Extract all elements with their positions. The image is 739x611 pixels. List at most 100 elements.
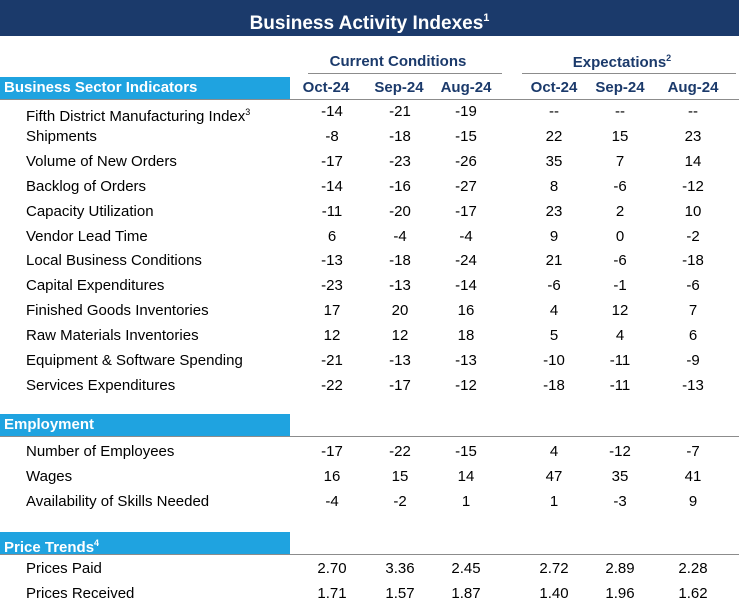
- row-label: Shipments: [26, 125, 97, 149]
- col-header: Aug-24: [440, 79, 492, 96]
- table-cell: 22: [545, 127, 563, 145]
- table-row: Capital Expenditures -23 -13 -14 -6 -1 -6: [0, 274, 739, 298]
- row-label: Number of Employees: [26, 440, 174, 464]
- table-row: Volume of New Orders -17 -23 -26 35 7 14: [0, 150, 739, 174]
- table-row: Services Expenditures -22 -17 -12 -18 -11 -13: [0, 374, 739, 398]
- row-label: Vendor Lead Time: [26, 225, 148, 249]
- table-cell: 1.57: [385, 585, 415, 602]
- table-cell: -17: [321, 443, 343, 460]
- table-cell: 15: [611, 127, 629, 145]
- section-rule: [0, 554, 739, 555]
- table-cell: 16: [323, 467, 341, 485]
- table-cell: -18: [389, 127, 411, 145]
- row-label-text: Capacity Utilization: [26, 202, 154, 220]
- table-cell: -7: [686, 443, 700, 460]
- table-title: Business Activity Indexes1: [0, 0, 739, 36]
- row-label-text: Capital Expenditures: [26, 277, 165, 295]
- table-cell: 1.40: [539, 585, 569, 602]
- row-label: Capital Expenditures: [26, 274, 164, 298]
- group-expectations: Expectations2: [527, 53, 717, 71]
- table-cell: 23: [684, 127, 702, 145]
- table-cell: -13: [321, 252, 343, 270]
- row-label: Local Business Conditions: [26, 249, 202, 273]
- table-cell: 6: [688, 327, 698, 345]
- table-cell: -15: [455, 127, 477, 145]
- table-cell: 10: [684, 202, 702, 220]
- row-label-text: Finished Goods Inventories: [26, 302, 209, 320]
- table-cell: -22: [321, 376, 343, 394]
- row-label-text: Wages: [26, 467, 73, 485]
- row-label: Equipment & Software Spending: [26, 349, 243, 373]
- table-cell: -13: [389, 277, 411, 295]
- table-cell: -11: [321, 202, 343, 220]
- col-header: Aug-24: [667, 79, 719, 96]
- row-label: Prices Received: [26, 582, 134, 606]
- table-cell: --: [688, 103, 698, 120]
- table-cell: -6: [613, 252, 627, 270]
- table-cell: -1: [613, 277, 627, 295]
- table-cell: 17: [323, 302, 341, 320]
- table-row: Equipment & Software Spending -21 -13 -13 -1…: [0, 349, 739, 373]
- col-header: Sep-24: [374, 79, 424, 96]
- table-cell: 21: [545, 252, 563, 270]
- table-cell: 47: [545, 467, 563, 485]
- table-cell: 1: [549, 492, 559, 510]
- table-cell: 23: [545, 202, 563, 220]
- table-cell: -6: [613, 177, 627, 195]
- table-cell: 14: [684, 152, 702, 170]
- table-row: Number of Employees -17 -22 -15 4 -12 -7: [0, 440, 739, 464]
- table-cell: 16: [457, 302, 475, 320]
- col-header: Oct-24: [302, 79, 350, 96]
- table-row: Capacity Utilization -11 -20 -17 23 2 10: [0, 200, 739, 224]
- table-cell: 1: [461, 492, 471, 510]
- table-cell: -16: [389, 177, 411, 195]
- title-footnote: 1: [483, 12, 490, 24]
- table-cell: -19: [455, 103, 477, 120]
- table-cell: -9: [686, 352, 700, 369]
- table-cell: -17: [321, 152, 343, 170]
- table-cell: -18: [682, 252, 704, 270]
- title-text: Business Activity Indexes: [249, 13, 484, 34]
- table-cell: 35: [545, 152, 563, 170]
- section-header-business: Business Sector Indicators: [0, 77, 290, 99]
- table-cell: 14: [457, 467, 475, 485]
- table-cell: -4: [393, 227, 407, 245]
- table-cell: 15: [391, 467, 409, 485]
- row-label: Availability of Skills Needed: [26, 490, 209, 514]
- table-cell: -2: [686, 227, 700, 245]
- row-label-text: Number of Employees: [26, 443, 175, 460]
- section-header-price-trends: Price Trends4: [0, 532, 290, 556]
- table-cell: -2: [393, 492, 407, 510]
- table-cell: 6: [327, 227, 337, 245]
- table-cell: -18: [389, 252, 411, 270]
- table-row: Availability of Skills Needed -4 -2 1 1 -3 9: [0, 490, 739, 514]
- table-cell: 1.87: [451, 585, 481, 602]
- row-label-text: Local Business Conditions: [26, 252, 202, 270]
- table-cell: 7: [615, 152, 625, 170]
- section-rule: [0, 99, 739, 100]
- row-label-text: Prices Received: [26, 585, 135, 602]
- table-cell: -17: [389, 376, 411, 394]
- table-cell: -8: [325, 127, 339, 145]
- table-cell: -3: [613, 492, 627, 510]
- table-cell: -13: [682, 376, 704, 394]
- table-cell: -20: [389, 202, 411, 220]
- table-cell: 2.72: [539, 560, 569, 577]
- table-row: Vendor Lead Time 6 -4 -4 9 0 -2: [0, 225, 739, 249]
- table-cell: 12: [611, 302, 629, 320]
- table-cell: 4: [549, 443, 559, 460]
- row-label-text: Vendor Lead Time: [26, 227, 148, 245]
- table-cell: 3.36: [385, 560, 415, 577]
- section-rule: [0, 436, 739, 437]
- row-label: Capacity Utilization: [26, 200, 154, 224]
- table-cell: -24: [455, 252, 477, 270]
- table-cell: 4: [549, 302, 559, 320]
- table-cell: -12: [682, 177, 704, 195]
- table-row: Backlog of Orders -14 -16 -27 8 -6 -12: [0, 175, 739, 199]
- table-cell: 8: [549, 177, 559, 195]
- table-cell: -14: [455, 277, 477, 295]
- table-cell: 2.89: [605, 560, 635, 577]
- table-cell: 4: [615, 327, 625, 345]
- row-label-text: Services Expenditures: [26, 376, 176, 394]
- group-current-label: Current Conditions: [329, 53, 467, 70]
